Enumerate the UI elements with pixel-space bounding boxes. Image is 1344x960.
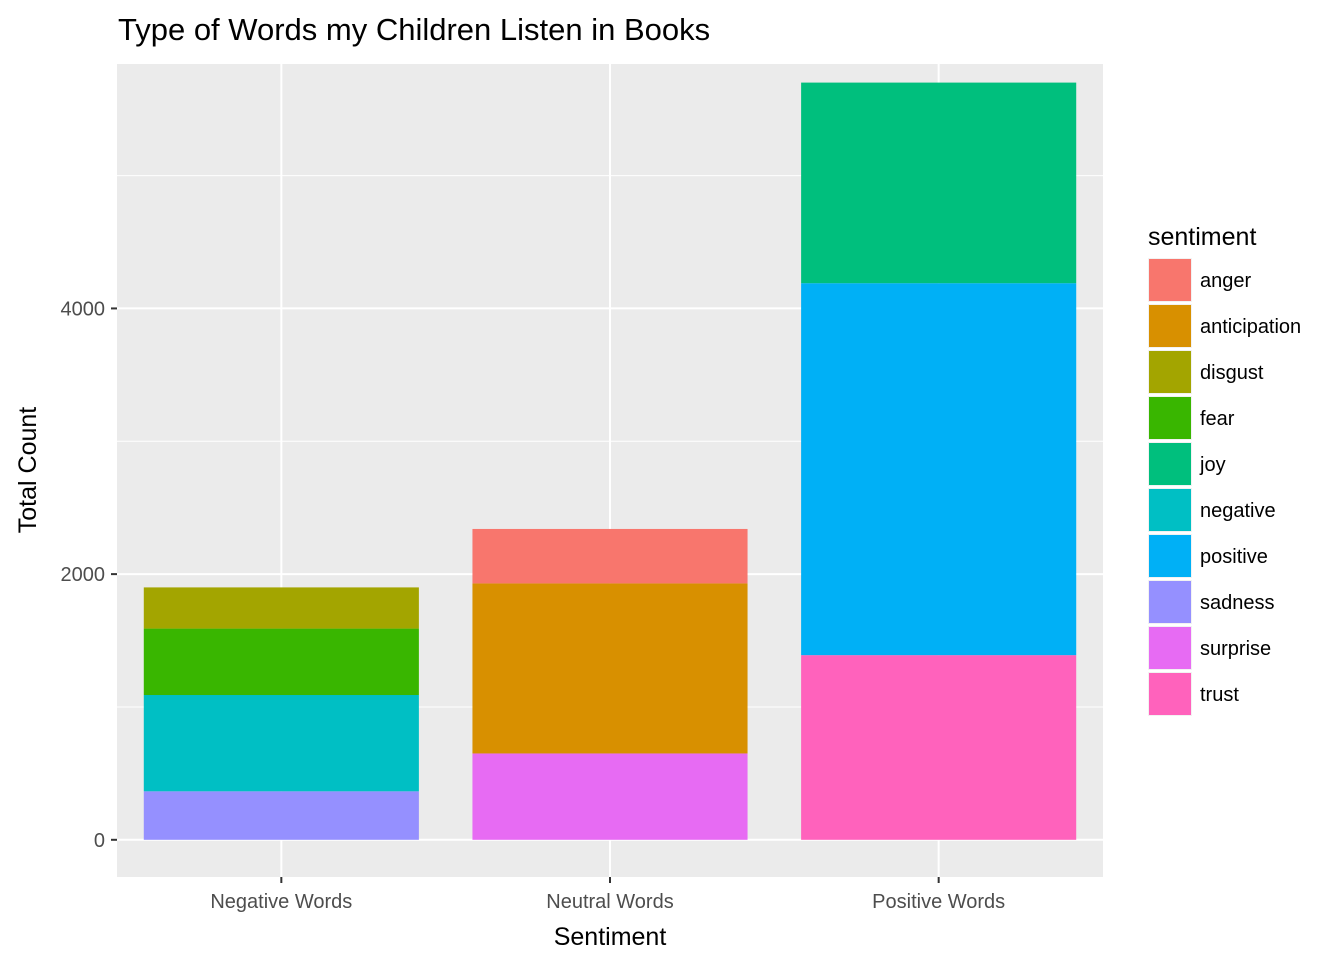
bar-anger-neutral-words [472, 528, 748, 584]
legend-swatch-fear [1149, 397, 1191, 439]
legend-label-sadness: sadness [1200, 592, 1275, 614]
bar-anticipation-neutral-words [472, 583, 748, 754]
bar-positive-positive-words [801, 283, 1077, 656]
bar-joy-positive-words [801, 82, 1077, 284]
legend: sentiment anger anticipation disgust fear jo… [1148, 223, 1301, 716]
legend-swatch-anticipation [1149, 305, 1191, 347]
x-axis: Negative Words Neutral Words Positive Word… [210, 877, 1005, 913]
y-tick-label: 0 [94, 830, 105, 852]
bar-surprise-neutral-words [472, 753, 748, 840]
legend-swatch-negative [1149, 489, 1191, 531]
legend-label-anger: anger [1200, 270, 1251, 292]
legend-swatch-sadness [1149, 581, 1191, 623]
x-tick-label: Positive Words [872, 891, 1005, 913]
bar-trust-positive-words [801, 655, 1077, 840]
legend-swatch-trust [1149, 673, 1191, 715]
y-tick-label: 4000 [61, 298, 106, 320]
y-axis-title: Total Count [14, 407, 42, 534]
legend-label-trust: trust [1200, 684, 1239, 706]
legend-swatch-positive [1149, 535, 1191, 577]
legend-swatch-joy [1149, 443, 1191, 485]
y-axis: 0 2000 4000 [61, 298, 117, 852]
legend-swatch-disgust [1149, 351, 1191, 393]
legend-swatch-surprise [1149, 627, 1191, 669]
x-tick-label: Neutral Words [546, 891, 673, 913]
bar-fear-negative-words [143, 628, 419, 696]
y-tick-label: 2000 [61, 564, 106, 586]
legend-label-positive: positive [1200, 546, 1268, 568]
bars [143, 82, 1077, 840]
legend-swatch-anger [1149, 259, 1191, 301]
bar-negative-negative-words [143, 695, 419, 792]
bar-disgust-negative-words [143, 587, 419, 629]
legend-label-joy: joy [1199, 454, 1226, 476]
x-tick-label: Negative Words [210, 891, 352, 913]
legend-label-surprise: surprise [1200, 638, 1271, 660]
legend-label-anticipation: anticipation [1200, 316, 1301, 338]
chart-title: Type of Words my Children Listen in Book… [118, 12, 710, 47]
bar-sadness-negative-words [143, 791, 419, 840]
legend-label-negative: negative [1200, 500, 1276, 522]
legend-label-disgust: disgust [1200, 362, 1264, 384]
x-axis-title: Sentiment [554, 923, 667, 951]
legend-label-fear: fear [1200, 408, 1235, 430]
legend-title: sentiment [1148, 223, 1256, 251]
